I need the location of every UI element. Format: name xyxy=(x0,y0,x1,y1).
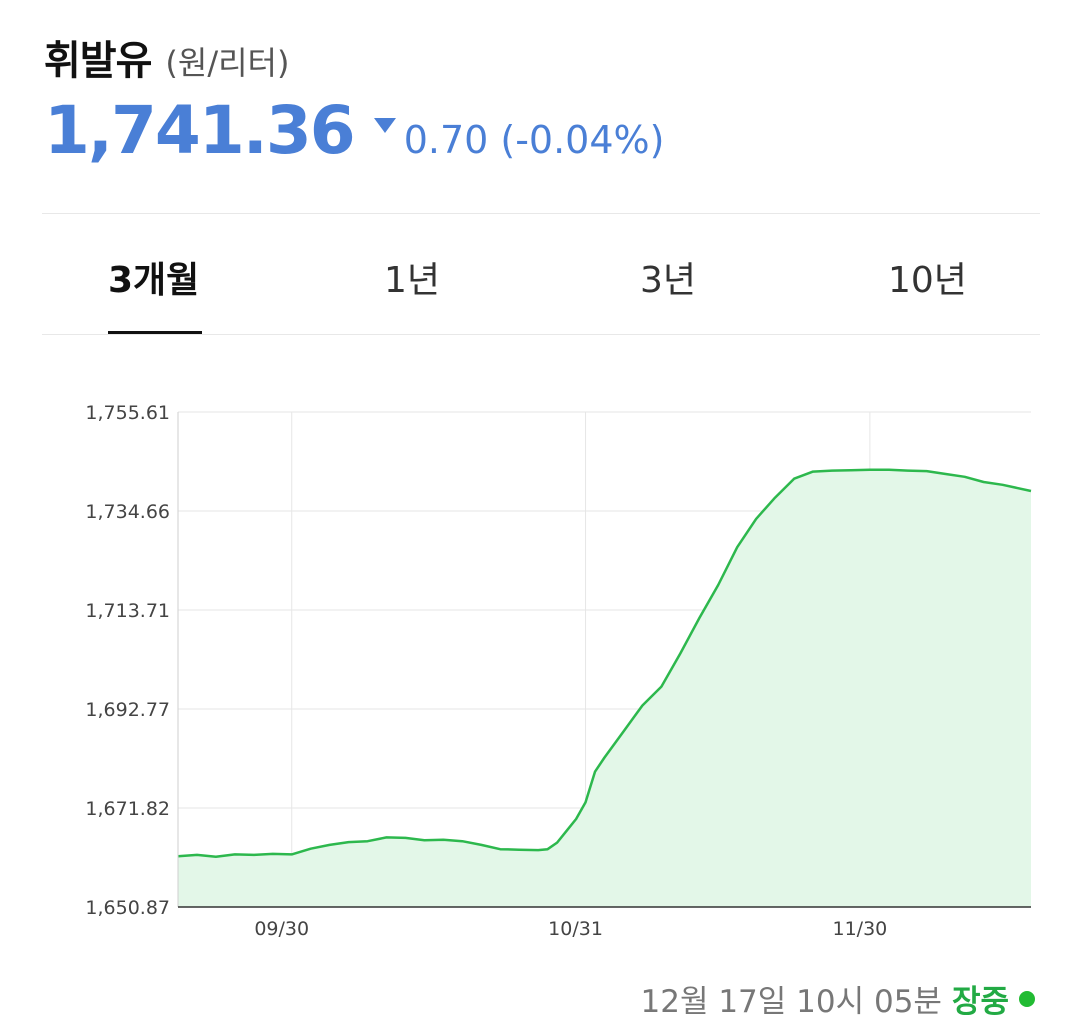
series-line xyxy=(177,468,1032,859)
tab-3-months[interactable]: 3개월 xyxy=(108,260,200,301)
x-tick-label: 10/31 xyxy=(548,918,603,940)
y-tick-label: 1,671.82 xyxy=(85,798,170,820)
price-chart[interactable]: 1,755.61 1,734.66 1,713.71 1,692.77 1,671.82… xyxy=(0,380,1079,960)
price-change: 0.70 (-0.04%) xyxy=(403,118,665,162)
y-tick-label: 1,650.87 xyxy=(85,897,170,919)
current-price: 1,741.36 xyxy=(44,92,356,169)
y-tick-label: 1,692.77 xyxy=(85,699,170,721)
market-status: 장중 xyxy=(951,984,1009,1020)
update-timestamp: 12월 17일 10시 05분 xyxy=(640,984,942,1020)
tab-1-year[interactable]: 1년 xyxy=(384,260,441,301)
active-tab-indicator xyxy=(108,331,202,334)
product-title: 휘발유 xyxy=(44,38,152,84)
header: 휘발유 (원/리터) xyxy=(44,28,289,86)
triangle-down-icon xyxy=(373,118,396,133)
status-dot-icon xyxy=(1019,990,1035,1007)
y-tick-label: 1,755.61 xyxy=(85,402,170,424)
y-tick-label: 1,713.71 xyxy=(85,600,170,622)
series-area xyxy=(178,469,1031,907)
price-row: 1,741.36 0.70 (-0.04%) xyxy=(44,92,664,169)
tab-3-years[interactable]: 3년 xyxy=(640,260,697,301)
divider-tabs xyxy=(42,334,1040,335)
price-unit: (원/리터) xyxy=(165,44,290,82)
tab-10-years[interactable]: 10년 xyxy=(888,260,967,301)
y-tick-label: 1,734.66 xyxy=(85,501,170,523)
period-tabs: 3개월 1년 3년 10년 xyxy=(42,215,1040,335)
x-tick-label: 09/30 xyxy=(254,918,309,940)
footer: 12월 17일 10시 05분 장중 xyxy=(641,976,1035,1021)
title-row: 휘발유 (원/리터) xyxy=(44,28,289,86)
divider-top xyxy=(42,213,1040,214)
x-tick-label: 11/30 xyxy=(832,918,887,940)
